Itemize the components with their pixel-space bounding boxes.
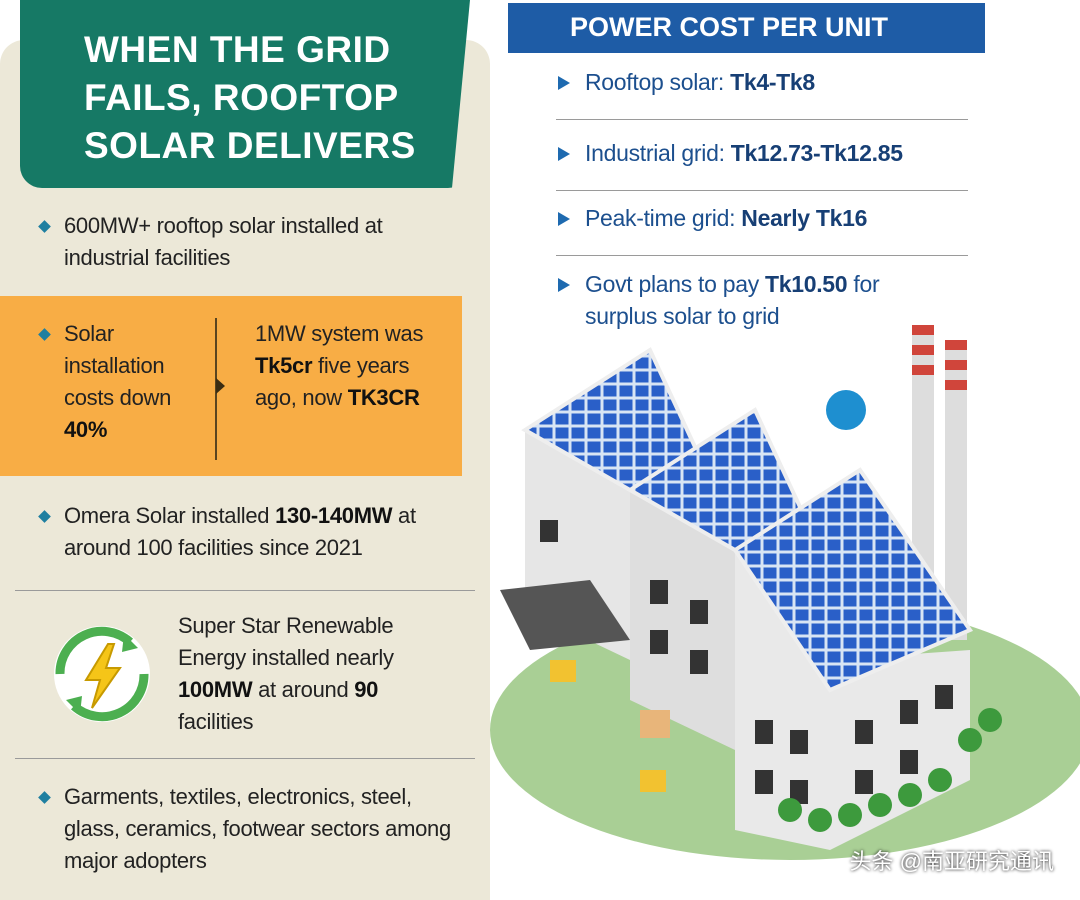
text: Solar installation costs down (64, 321, 177, 410)
highlight-box (0, 296, 462, 476)
bold-text: Tk4-Tk8 (730, 69, 815, 95)
point: 1MW system was Tk5cr five years ago, now… (255, 318, 435, 414)
point: Omera Solar installed 130-140MW at aroun… (64, 500, 454, 564)
header-title: WHEN THE GRID FAILS, ROOFTOP SOLAR DELIV… (84, 29, 416, 166)
cost-banner (508, 3, 985, 53)
bullet (558, 212, 570, 226)
header-banner (20, 0, 470, 188)
factory-illustration (490, 325, 1080, 860)
text: five years ago, now (255, 353, 415, 410)
bullet (558, 76, 570, 90)
text: facilities (178, 677, 384, 734)
bold-text: Tk10.50 (764, 271, 848, 297)
bold-text: Tk5cr (255, 353, 313, 378)
watermark: 头条 @南亚研究通讯 (849, 849, 1054, 874)
energy-icon (54, 626, 150, 722)
separator (15, 590, 475, 591)
bullet (558, 278, 570, 292)
cost-item: Industrial grid: Tk12.73-Tk12.85 (585, 137, 945, 169)
text: Omera Solar installed (64, 503, 276, 528)
bold-text: 130-140MW (275, 503, 393, 528)
bold-text: Tk12.73-Tk12.85 (730, 140, 903, 166)
text: at around 100 facilities since 2021 (64, 503, 422, 560)
bold-text: Nearly Tk16 (741, 205, 868, 231)
arrow (216, 378, 225, 394)
bullet (558, 147, 570, 161)
cost-item: Peak-time grid: Nearly Tk16 (585, 202, 945, 234)
point: 600MW+ rooftop solar installed at indust… (64, 210, 444, 274)
point: Garments, textiles, electronics, steel, … (64, 781, 464, 877)
point: Solar installation costs down 40% (64, 318, 204, 446)
separator (556, 190, 968, 191)
text: Rooftop solar: (585, 69, 731, 95)
text: Govt plans to pay (585, 271, 765, 297)
cost-title: POWER COST PER UNIT (570, 12, 889, 42)
text: at around (252, 677, 355, 702)
text: Industrial grid: (585, 140, 731, 166)
text: 1MW system was (255, 321, 429, 346)
separator (556, 255, 968, 256)
point: Super Star Renewable Energy installed ne… (178, 610, 448, 738)
bold-text: 40% (64, 417, 108, 442)
bold-text: TK3CR (347, 385, 420, 410)
cost-item: Rooftop solar: Tk4-Tk8 (585, 66, 945, 98)
separator (15, 758, 475, 759)
text: Garments, textiles, electronics, steel, … (64, 784, 457, 873)
text: for surplus solar to grid (585, 271, 886, 329)
text: Peak-time grid: (585, 205, 742, 231)
text: Super Star Renewable Energy installed ne… (178, 613, 400, 670)
bold-text: 100MW (178, 677, 253, 702)
bold-text: 90 (354, 677, 379, 702)
cost-item: Govt plans to pay Tk10.50 for surplus so… (585, 268, 945, 332)
separator (556, 119, 968, 120)
text: 600MW+ rooftop solar installed at indust… (64, 213, 389, 270)
